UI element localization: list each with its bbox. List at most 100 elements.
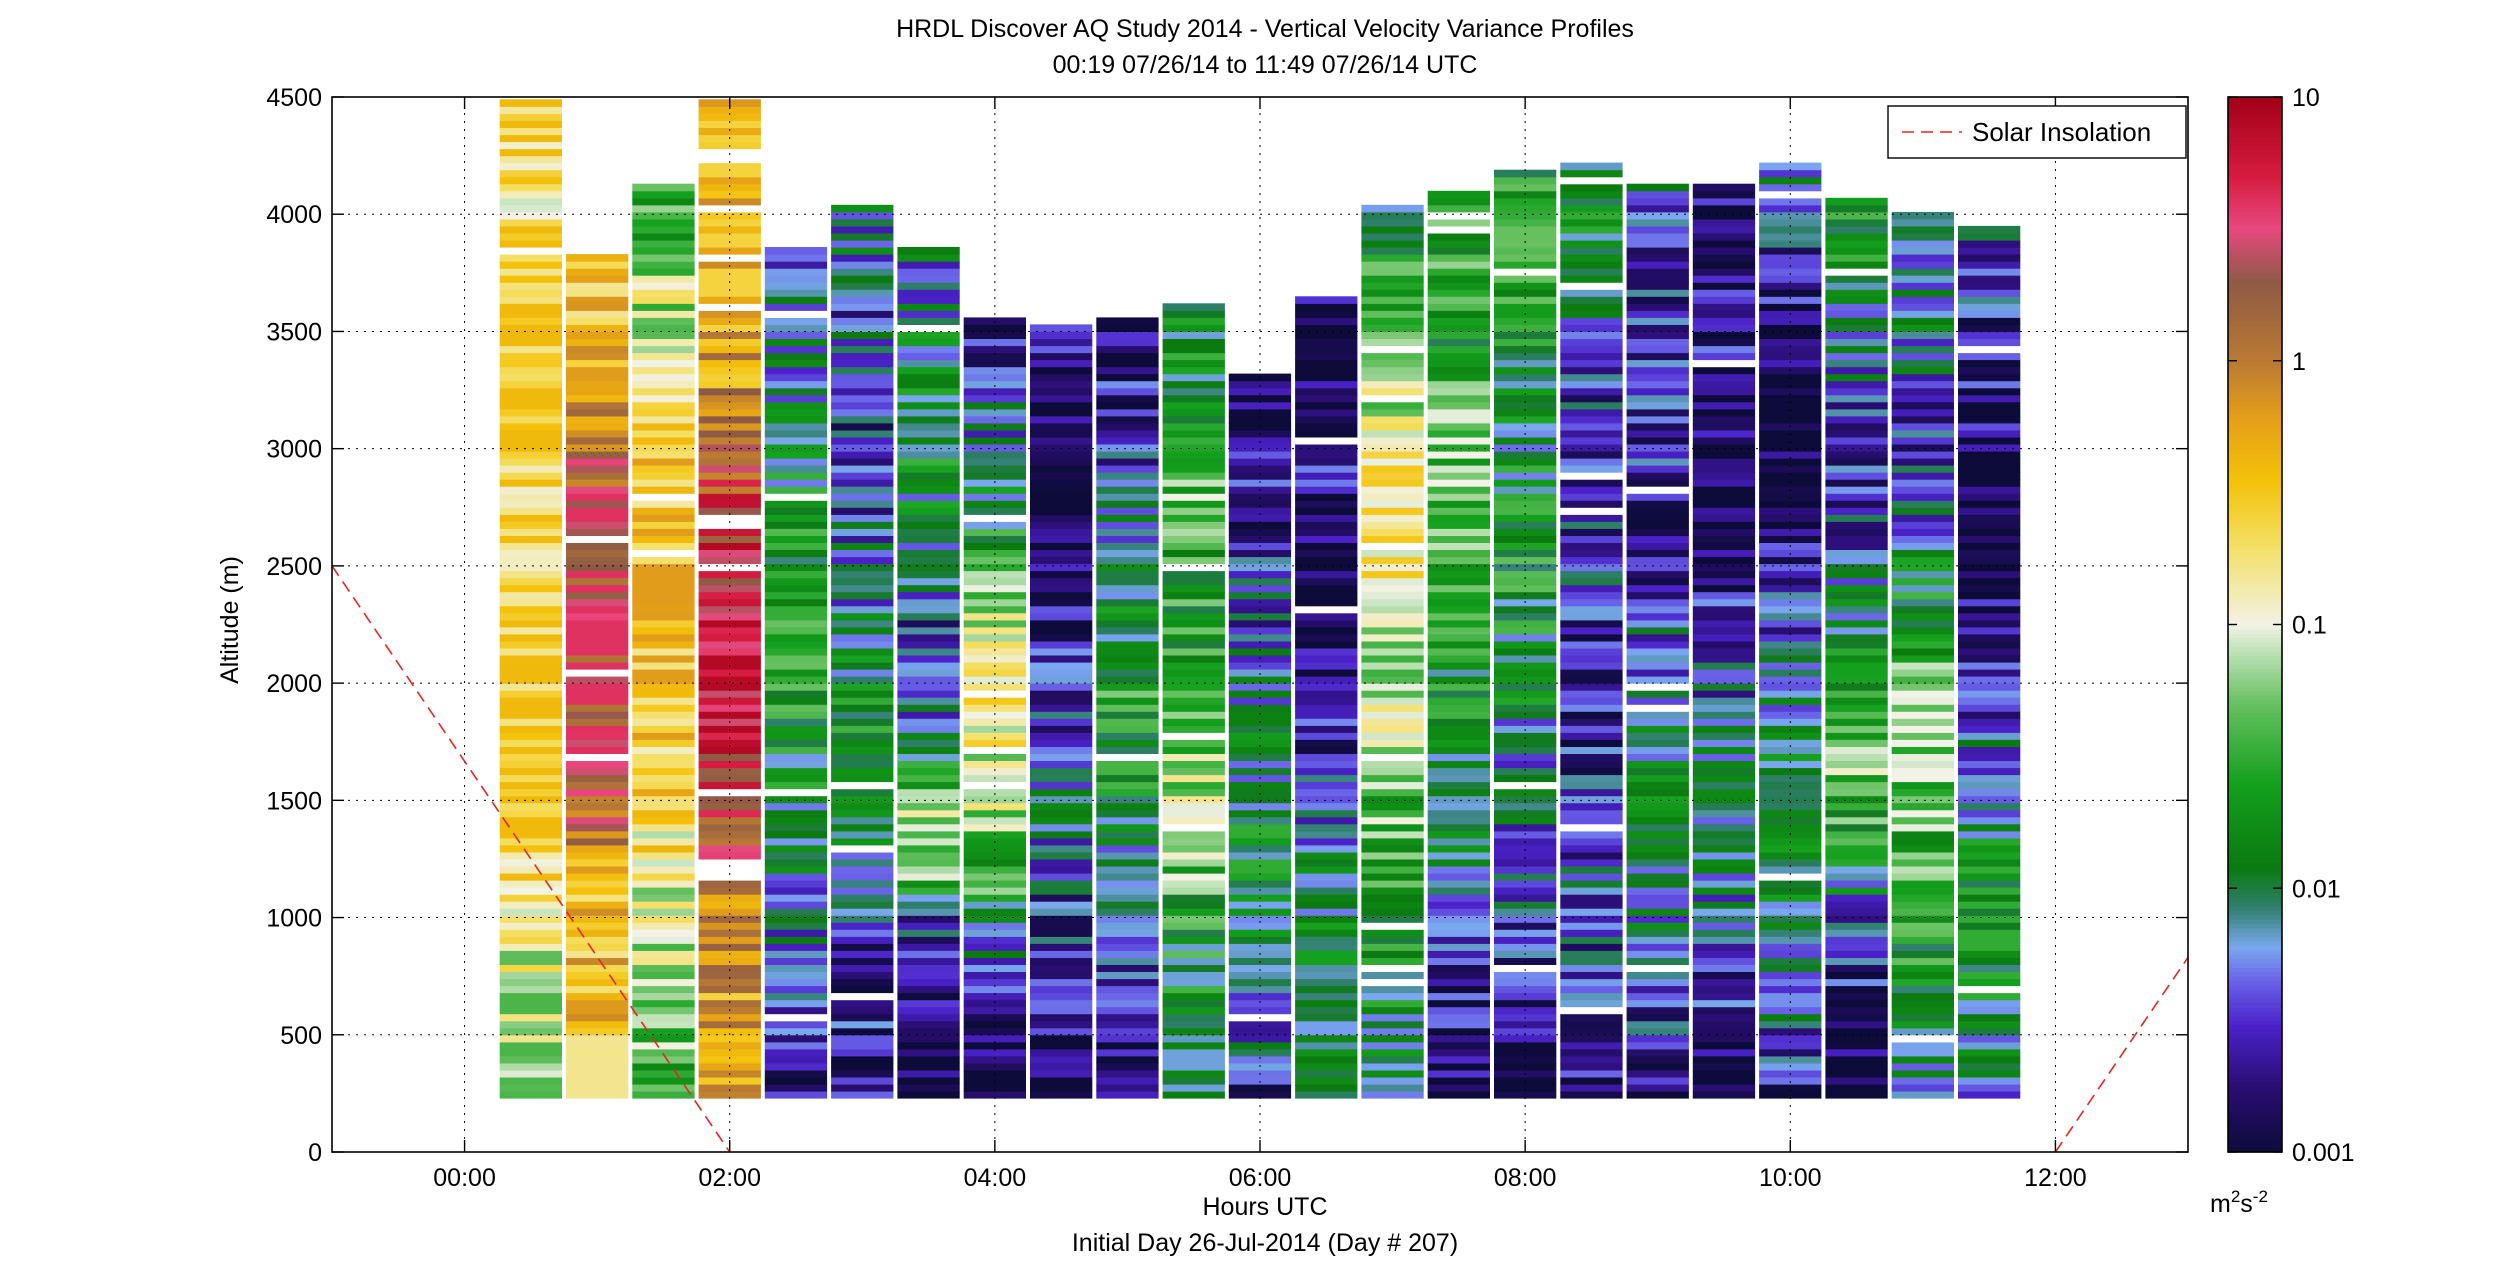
heatmap-cell — [1958, 500, 2021, 508]
heatmap-cell — [1958, 268, 2021, 276]
colorbar-segment — [2228, 444, 2282, 450]
heatmap-cell — [963, 591, 1026, 600]
heatmap-cell — [1361, 873, 1424, 881]
heatmap-cell — [831, 204, 894, 213]
heatmap-cell — [1958, 387, 2021, 396]
colorbar-segment — [2228, 189, 2282, 195]
heatmap-cell — [698, 240, 761, 248]
heatmap-cell — [1626, 1006, 1689, 1015]
heatmap-cell — [1494, 500, 1557, 508]
heatmap-cell — [1030, 978, 1093, 987]
heatmap-cell — [632, 746, 695, 754]
heatmap-cell — [1295, 465, 1358, 473]
heatmap-cell — [1030, 844, 1093, 853]
heatmap-cell — [1096, 950, 1159, 958]
heatmap-cell — [566, 999, 629, 1008]
heatmap-cell — [1958, 873, 2021, 881]
heatmap-cell — [1560, 851, 1623, 860]
heatmap-cell — [1626, 964, 1689, 972]
colorbar-segment — [2228, 316, 2282, 322]
heatmap-cell — [1096, 451, 1159, 459]
heatmap-cell — [1030, 894, 1093, 902]
heatmap-cell — [963, 633, 1026, 642]
heatmap-cell — [632, 401, 695, 410]
heatmap-cell — [1891, 451, 1954, 459]
heatmap-cell — [897, 254, 960, 262]
heatmap-cell — [831, 1055, 894, 1064]
heatmap-cell — [698, 626, 761, 635]
heatmap-cell — [1096, 851, 1159, 860]
heatmap-cell — [566, 507, 629, 515]
colorbar-segment — [2228, 1002, 2282, 1008]
heatmap-cell — [831, 584, 894, 593]
heatmap-cell — [1891, 676, 1954, 684]
heatmap-cell — [963, 331, 1026, 339]
heatmap-cell — [764, 472, 828, 480]
heatmap-cell — [1560, 373, 1623, 382]
heatmap-cell — [1891, 465, 1954, 473]
heatmap-cell — [1825, 479, 1888, 487]
y-tick-label: 4500 — [266, 84, 322, 112]
heatmap-cell — [499, 1027, 562, 1036]
heatmap-cell — [897, 556, 960, 565]
heatmap-cell — [1891, 514, 1954, 522]
heatmap-cell — [1096, 584, 1159, 593]
colorbar-segment — [2228, 655, 2282, 661]
heatmap-cell — [1825, 303, 1888, 311]
heatmap-cell — [1626, 240, 1689, 248]
heatmap-cell — [1692, 380, 1756, 389]
heatmap-cell — [1958, 458, 2021, 466]
heatmap-cell — [632, 640, 695, 649]
heatmap-cell — [1891, 767, 1954, 776]
heatmap-cell — [1759, 261, 1822, 269]
heatmap-cell — [1692, 915, 1756, 923]
heatmap-cell — [1030, 542, 1093, 550]
heatmap-cell — [1361, 240, 1424, 248]
y-tick-label: 1000 — [266, 905, 322, 933]
heatmap-cell — [1494, 633, 1557, 642]
heatmap-cell — [499, 282, 562, 290]
heatmap-cell — [1560, 598, 1623, 607]
heatmap-cell — [1560, 458, 1623, 466]
heatmap-cell — [566, 408, 629, 417]
heatmap-cell — [1361, 936, 1424, 944]
heatmap-cell — [897, 479, 960, 487]
colorbar-segment — [2228, 1143, 2282, 1149]
heatmap-cell — [897, 472, 960, 480]
colorbar-segment — [2228, 272, 2282, 278]
heatmap-cell — [1494, 1020, 1557, 1029]
heatmap-cell — [1295, 521, 1358, 529]
heatmap-cell — [1891, 1062, 1954, 1071]
heatmap-cell — [1096, 563, 1159, 572]
heatmap-cell — [831, 964, 894, 972]
heatmap-cell — [1825, 985, 1888, 994]
heatmap-cell — [698, 1055, 761, 1064]
heatmap-cell — [632, 345, 695, 354]
heatmap-cell — [1096, 345, 1159, 354]
heatmap-cell — [1825, 345, 1888, 354]
heatmap-cell — [1560, 493, 1623, 501]
heatmap-cell — [1891, 394, 1954, 403]
heatmap-cell — [1692, 282, 1756, 290]
heatmap-cell — [698, 697, 761, 705]
heatmap-cell — [1030, 535, 1093, 543]
heatmap-cell — [1626, 458, 1689, 466]
heatmap-cell — [1030, 1041, 1093, 1050]
heatmap-cell — [1030, 655, 1093, 663]
colorbar-segment — [2228, 804, 2282, 810]
heatmap-cell — [1162, 570, 1225, 579]
heatmap-cell — [632, 183, 695, 192]
heatmap-cell — [831, 310, 894, 318]
colorbar-segment — [2228, 795, 2282, 801]
heatmap-cell — [1560, 507, 1623, 515]
colorbar-unit-sup1: 2 — [2231, 1187, 2240, 1206]
heatmap-cell — [1494, 647, 1557, 656]
heatmap-cell — [1825, 472, 1888, 480]
heatmap-cell — [1427, 830, 1490, 839]
heatmap-cell — [764, 1062, 828, 1071]
heatmap-cell — [897, 950, 960, 958]
heatmap-cell — [499, 394, 562, 403]
heatmap-cell — [963, 1034, 1026, 1043]
heatmap-cell — [566, 549, 629, 558]
heatmap-cell — [1096, 486, 1159, 494]
